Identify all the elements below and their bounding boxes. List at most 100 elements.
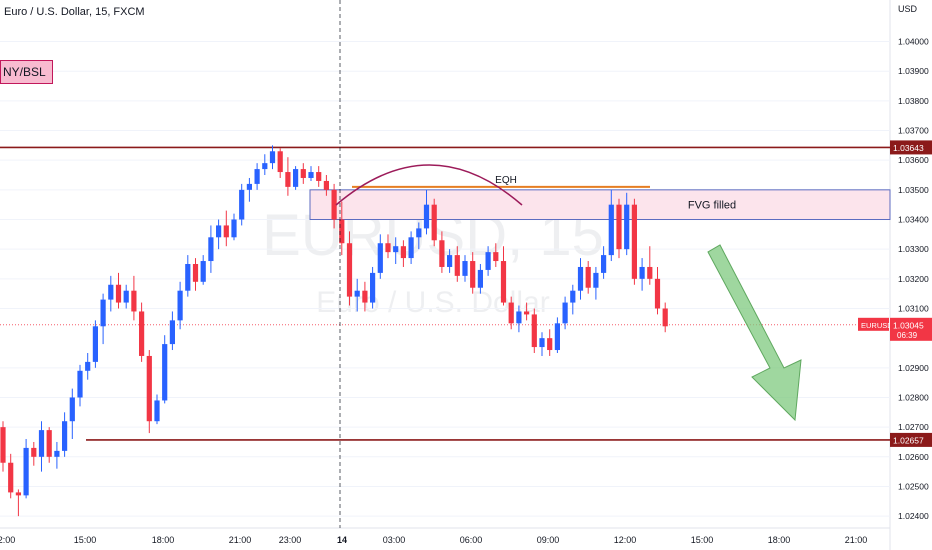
candle [15,489,21,517]
price-tick-label: 1.03800 [898,96,929,106]
price-tick-label: 1.03300 [898,244,929,254]
candle-body [231,219,237,238]
candle-body [547,338,553,351]
price-tick-label: 1.02700 [898,422,929,432]
candle-body [616,204,622,250]
candle-body [362,290,368,303]
symbol-label: EURUSD [861,321,893,330]
candle [223,210,229,247]
candle [262,154,268,176]
price-tick-label: 1.03900 [898,66,929,76]
candle-body [223,225,229,238]
candle [38,421,45,472]
time-tick-label: 12:00 [0,535,15,545]
candle [346,231,353,306]
price-tick-label: 1.03700 [898,126,929,136]
candle [308,166,314,181]
candle [23,439,29,499]
candle [377,234,383,279]
candle [54,441,60,469]
candle [662,302,668,333]
candle [554,317,560,353]
candle-body [100,299,106,327]
candle [62,412,68,457]
candle [323,175,329,196]
candle-body [277,151,283,173]
candle-body [423,204,430,229]
candle-body [601,255,607,273]
candle-body [316,172,322,181]
candle-body [46,430,52,457]
candle-body [470,261,476,288]
candle [577,258,584,300]
candle [162,335,168,404]
candle [500,246,507,306]
candle [339,201,345,256]
candle-body [23,447,29,496]
candle [624,192,630,256]
candle [508,296,514,330]
candle-body [654,278,661,309]
candle [77,364,83,407]
candle-body [639,266,645,279]
candle [331,183,337,229]
candle-body [346,243,353,297]
price-tick-label: 1.04000 [898,37,929,47]
candle-body [254,169,260,184]
candle [439,231,445,273]
candle [454,246,460,282]
candle-body [108,284,114,300]
candle-body [647,266,653,279]
candle-body [162,344,168,401]
candle-body [293,169,299,187]
candle-body [146,355,152,422]
candle [0,421,6,472]
candle-body [185,264,191,291]
fvg-zone: FVG filled [309,189,891,221]
candle-body [339,219,345,244]
time-tick-label: 18:00 [768,535,791,545]
candle [216,219,222,250]
candlestick-series [0,145,668,517]
candle-body [77,370,83,398]
candle-body [331,189,337,220]
candle-body [662,308,668,327]
price-tick-label: 1.02800 [898,392,929,402]
candle [616,198,622,259]
session-tag: NY/BSL [0,60,53,84]
time-tick-label: 23:00 [279,535,302,545]
fvg-label: FVG filled [688,200,736,212]
candle [601,246,607,279]
candle [547,329,553,356]
symbol-badge [858,317,889,331]
candle-body [92,326,98,362]
candle-body [524,311,530,315]
candle-body [85,361,91,371]
candle [477,264,483,294]
candle-body [485,252,491,270]
candle [8,453,14,499]
candle-body [562,302,568,324]
candle-body [139,311,145,356]
candle [139,302,145,362]
candle [115,272,122,309]
candle-body [246,183,252,190]
annotations: EQH [335,164,802,422]
candle [570,284,576,315]
candle-body [154,400,160,422]
candle-body [38,430,45,457]
candle [431,198,437,247]
price-axis[interactable]: 1.04000 1.03900 1.03800 1.03700 1.03600 1.035… [898,37,929,522]
candle [370,266,376,309]
candle-body [131,290,137,312]
symbol-title[interactable]: Euro / U.S. Dollar, 15, FXCM [4,6,145,18]
time-axis[interactable]: 12:00 15:00 18:00 21:00 23:00 14 03:00 06:00 09:… [0,535,867,545]
time-tick-label: 06:00 [460,535,483,545]
price-tick-label: 1.02900 [898,363,929,373]
candle [408,231,414,264]
candle-body [462,261,468,276]
time-tick-label: 15:00 [691,535,714,545]
candle [647,246,653,285]
